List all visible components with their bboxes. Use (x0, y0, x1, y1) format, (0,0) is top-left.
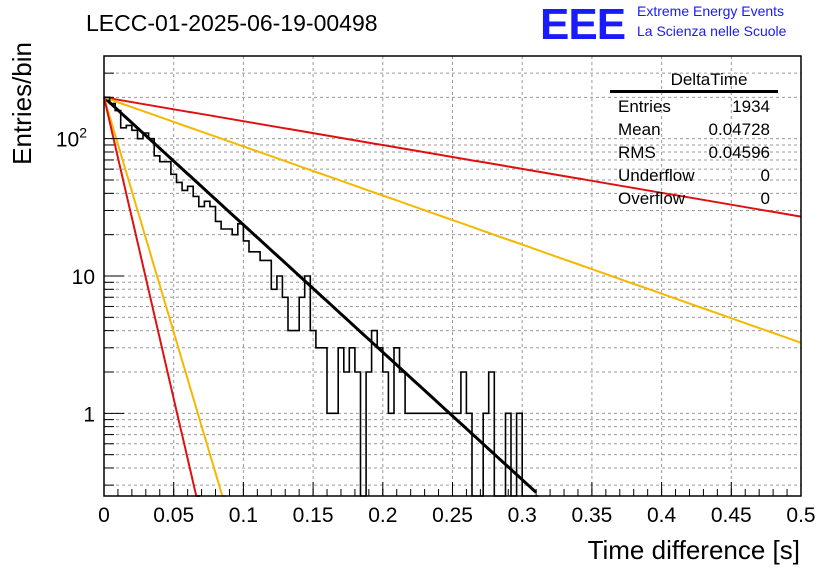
logo-subtitle-2: La Scienza nelle Scuole (637, 23, 787, 39)
stats-row-mean: Mean 0.04728 (610, 118, 778, 141)
histogram (104, 96, 539, 497)
stats-label: Mean (618, 120, 661, 139)
stats-row-rms: RMS 0.04596 (610, 141, 778, 164)
x-tick-labels: 0 0.05 0.1 0.15 0.2 0.25 0.3 0.35 0.4 0.45 0.5 (98, 504, 815, 527)
stats-box: DeltaTime Entries 1934 Mean 0.04728 RMS … (610, 70, 778, 210)
orange-fit-curve (103, 97, 226, 497)
axis-ticks (103, 55, 802, 496)
fit-curves (102, 96, 802, 497)
y-tick-label: 102 (56, 125, 87, 152)
y-tick-label: 1 (83, 403, 95, 426)
stats-row-entries: Entries 1934 (610, 95, 778, 118)
stats-value: 0.04728 (708, 120, 770, 139)
stats-label: Overflow (618, 189, 686, 208)
x-axis-label: Time difference [s] (588, 535, 800, 565)
stats-value: 0 (760, 166, 770, 185)
stats-value: 1934 (732, 97, 770, 116)
x-tick-label: 0.15 (293, 504, 334, 527)
stats-label: Underflow (618, 166, 695, 185)
y-tick-label: 10 (72, 266, 95, 289)
x-tick-label: 0.35 (571, 504, 612, 527)
stats-label: Entries (618, 97, 671, 116)
red-fit-curve (103, 97, 201, 497)
x-tick-label: 0.3 (508, 504, 537, 527)
x-tick-label: 0.5 (786, 504, 815, 527)
logo-subtitle-1: Extreme Energy Events (637, 3, 785, 19)
stats-row-overflow: Overflow 0 (610, 187, 778, 210)
x-tick-label: 0.1 (229, 504, 258, 527)
x-tick-label: 0.05 (153, 504, 194, 527)
histogram-steps (104, 96, 539, 497)
x-tick-label: 0.4 (647, 504, 677, 527)
black-fit-curve (102, 96, 538, 494)
y-tick-labels: 1 10 102 (56, 125, 95, 427)
eee-logo: EEE (540, 0, 626, 49)
stats-value: 0 (760, 189, 770, 208)
stats-value: 0.04596 (708, 143, 770, 162)
stats-label: RMS (618, 143, 656, 162)
x-tick-label: 0.45 (711, 504, 752, 527)
plot-title: LECC-01-2025-06-19-00498 (86, 10, 378, 36)
y-axis-label: Entries/bin (7, 42, 37, 165)
red-fit-curve (103, 96, 802, 218)
x-tick-label: 0 (98, 504, 110, 527)
stats-row-underflow: Underflow 0 (610, 164, 778, 187)
x-tick-label: 0.2 (368, 504, 397, 527)
orange-fit-curve (103, 96, 802, 344)
x-tick-label: 0.25 (432, 504, 473, 527)
stats-title: DeltaTime (670, 70, 748, 89)
stats-divider (610, 90, 778, 93)
